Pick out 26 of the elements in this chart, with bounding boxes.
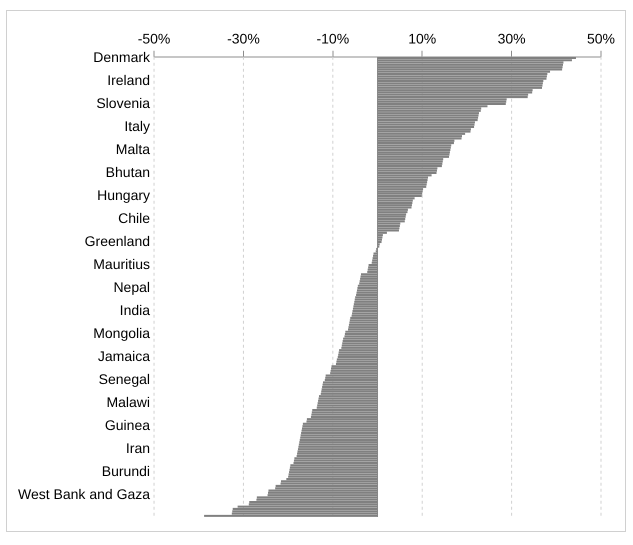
y-tick-label: Denmark [93,48,152,65]
y-tick-label: India [120,302,150,318]
y-tick-label: West Bank and Gaza [18,486,150,502]
y-tick-label: Malta [116,140,150,157]
x-tick-label: 50% [586,30,616,46]
y-tick-label: Bhutan [106,164,150,180]
y-tick-label: Jamaica [98,348,150,364]
y-tick-label: Slovenia [96,94,150,111]
y-tick-label: Malawi [106,394,150,410]
y-tick-label: Senegal [98,370,150,387]
y-tick-label: Italy [124,118,150,134]
y-tick-label: Burundi [102,462,150,479]
x-tick-label: 30% [498,30,526,46]
x-tick-label: 10% [408,30,436,46]
y-tick-label: Iran [126,440,150,456]
y-tick-label: Chile [118,210,150,226]
y-tick-label: Greenland [84,232,150,249]
y-tick-label: Hungary [97,186,150,203]
y-tick-label: Ireland [107,72,150,88]
x-tick-label: -30% [227,30,260,46]
y-tick-label: Nepal [113,278,150,295]
y-tick-label: Guinea [104,416,150,433]
y-tick-label: Mongolia [93,324,150,341]
x-tick-label: -10% [316,30,350,46]
x-tick-label: -50% [138,30,170,46]
y-tick-label: Mauritius [93,256,150,272]
